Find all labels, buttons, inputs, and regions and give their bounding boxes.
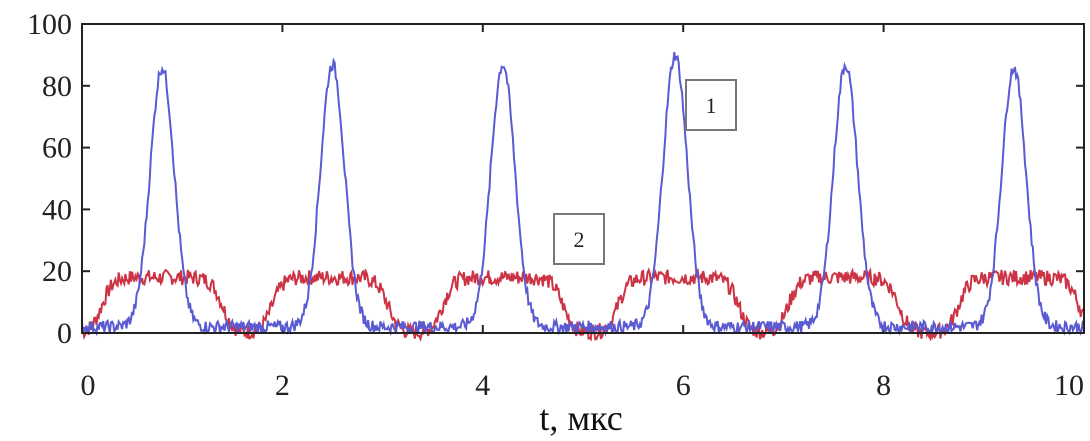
x-tick-label: 4 (475, 369, 490, 402)
y-tick-label: 0 (57, 317, 72, 350)
series-layer (81, 51, 1085, 343)
y-tick-label: 80 (42, 70, 72, 103)
x-tick-label: 2 (275, 369, 290, 402)
series-2-label: 2 (574, 227, 585, 252)
y-tick-label: 20 (42, 255, 72, 288)
x-axis-title: t, мкс (539, 398, 622, 438)
y-axis-ticks: 0 20 40 60 80 100 (27, 8, 1084, 350)
y-tick-label: 100 (27, 8, 72, 41)
x-tick-label: 10 (1054, 369, 1084, 402)
x-tick-label: 0 (81, 369, 96, 402)
y-tick-label: 60 (42, 132, 72, 165)
series-1-line (81, 51, 1085, 337)
x-tick-label: 6 (676, 369, 691, 402)
series-1-label-box (685, 79, 737, 131)
y-tick-label: 40 (42, 193, 72, 226)
series-2-label-box (553, 213, 605, 265)
x-tick-label: 8 (876, 369, 891, 402)
plot-frame (81, 23, 1085, 334)
series-1-label: 1 (706, 93, 717, 118)
